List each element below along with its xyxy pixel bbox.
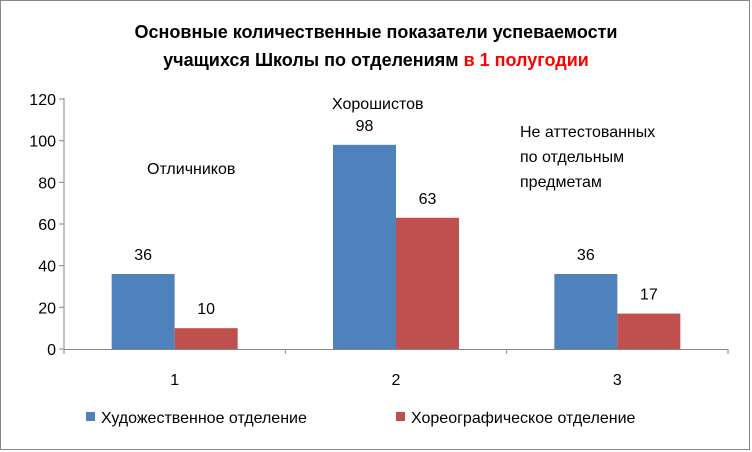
data-label-art-2: 98 <box>356 118 374 135</box>
annotation-excellent: Отличников <box>147 161 235 178</box>
x-tick-label: 3 <box>613 372 622 389</box>
annotation-not-certified-line-2: по отдельным <box>520 149 624 166</box>
y-tick-label: 40 <box>38 259 56 276</box>
bar-dance-1 <box>174 328 238 349</box>
bar-art-3 <box>554 274 618 349</box>
x-tick-label: 1 <box>170 372 179 389</box>
data-label-art-3: 36 <box>577 247 595 264</box>
y-tick-label: 80 <box>38 175 56 192</box>
data-label-dance-1: 10 <box>197 301 215 318</box>
bar-art-1 <box>111 274 175 349</box>
legend: Художественное отделение Хореографическо… <box>86 410 636 427</box>
annotation-not-certified-line-3: предметам <box>520 174 602 191</box>
data-label-art-1: 36 <box>134 247 152 264</box>
bars <box>111 144 681 349</box>
legend-swatch-dance <box>396 412 405 421</box>
x-tick-label: 2 <box>392 372 401 389</box>
y-tick-label: 120 <box>29 92 56 109</box>
annotation-not-certified: Не аттестованных по отдельным предметам <box>520 124 655 191</box>
bar-art-2 <box>333 144 396 349</box>
data-labels: 36 10 98 63 36 17 <box>134 118 658 318</box>
y-tick-label: 100 <box>29 134 56 151</box>
chart-title-line2: учащихся Школы по отделениям в 1 полугод… <box>163 50 589 70</box>
legend-swatch-art <box>86 412 95 421</box>
y-ticks: 0 20 40 60 80 100 120 <box>29 92 64 359</box>
chart-title-line2-main: учащихся Школы по отделениям <box>163 50 463 70</box>
annotation-excellent-line-1: Отличников <box>147 161 235 178</box>
annotation-not-certified-line-1: Не аттестованных <box>520 124 655 141</box>
bar-dance-2 <box>396 217 459 349</box>
bar-dance-3 <box>617 313 681 349</box>
chart-title-highlight: в 1 полугодии <box>464 50 589 70</box>
annotation-good-line-1: Хорошистов <box>332 96 424 113</box>
y-tick-label: 60 <box>38 217 56 234</box>
y-tick-label: 0 <box>47 342 56 359</box>
data-label-dance-3: 17 <box>640 287 658 304</box>
annotation-good: Хорошистов <box>332 96 424 113</box>
x-ticks: 1 2 3 <box>63 349 729 389</box>
y-tick-label: 20 <box>38 300 56 317</box>
data-label-dance-2: 63 <box>419 191 437 208</box>
chart-title-line1: Основные количественные показатели успев… <box>135 22 618 42</box>
legend-label-art: Художественное отделение <box>101 410 307 427</box>
legend-label-dance: Хореографическое отделение <box>411 410 636 427</box>
